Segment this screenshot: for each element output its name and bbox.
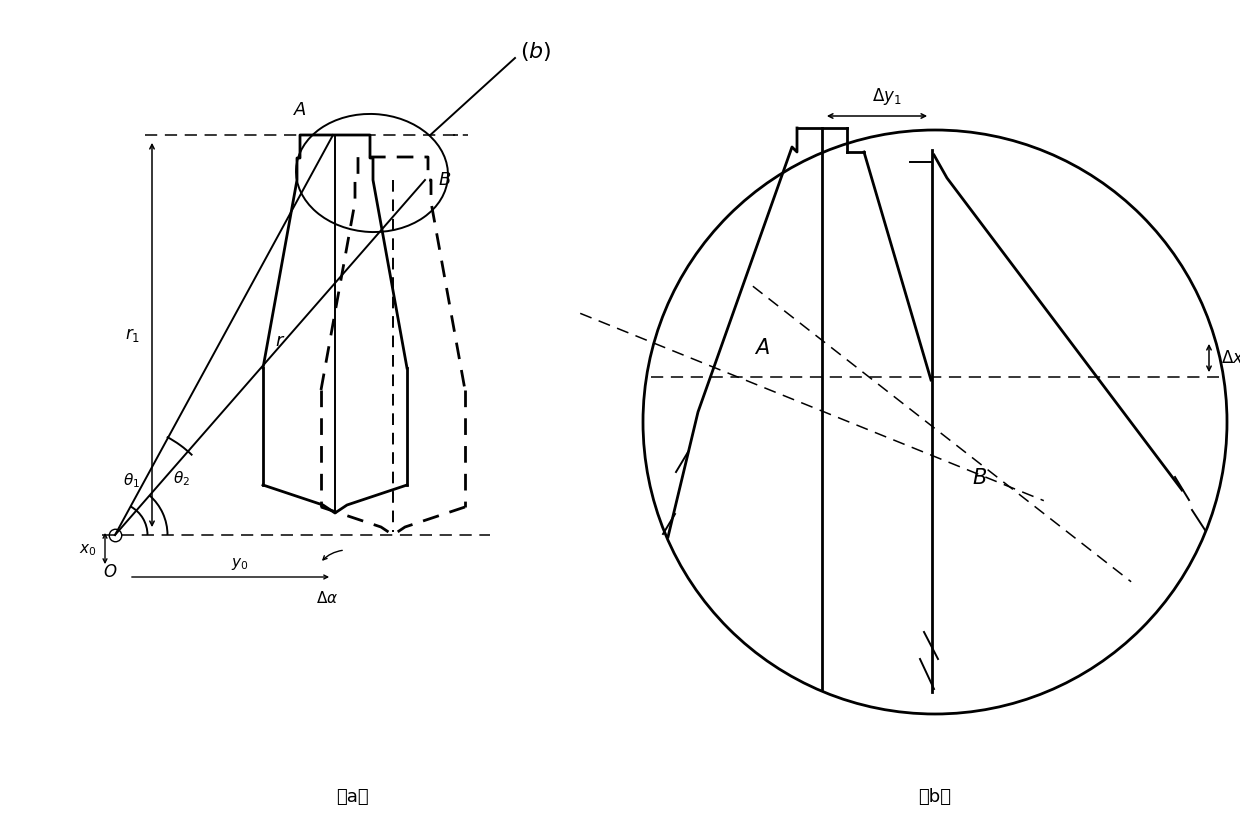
Text: $r$: $r$	[275, 332, 285, 349]
Text: （a）: （a）	[336, 788, 368, 806]
Text: $A$: $A$	[754, 338, 770, 358]
Text: $\theta_1$: $\theta_1$	[123, 471, 140, 490]
Text: $x_0$: $x_0$	[79, 542, 97, 558]
Text: $B$: $B$	[972, 468, 987, 488]
Text: $\Delta y_1$: $\Delta y_1$	[872, 86, 901, 107]
Text: $\Delta\alpha$: $\Delta\alpha$	[316, 590, 339, 606]
Text: $A$: $A$	[293, 101, 308, 119]
Text: $O$: $O$	[103, 563, 118, 581]
Text: $\Delta x_1$: $\Delta x_1$	[1221, 348, 1240, 368]
Text: $y_0$: $y_0$	[231, 556, 249, 572]
Text: $B$: $B$	[439, 171, 451, 189]
Text: $r_1$: $r_1$	[125, 326, 140, 344]
Text: $\theta_2$: $\theta_2$	[174, 469, 190, 488]
Text: （b）: （b）	[919, 788, 951, 806]
Text: $\mathit{(b)}$: $\mathit{(b)}$	[520, 40, 552, 63]
